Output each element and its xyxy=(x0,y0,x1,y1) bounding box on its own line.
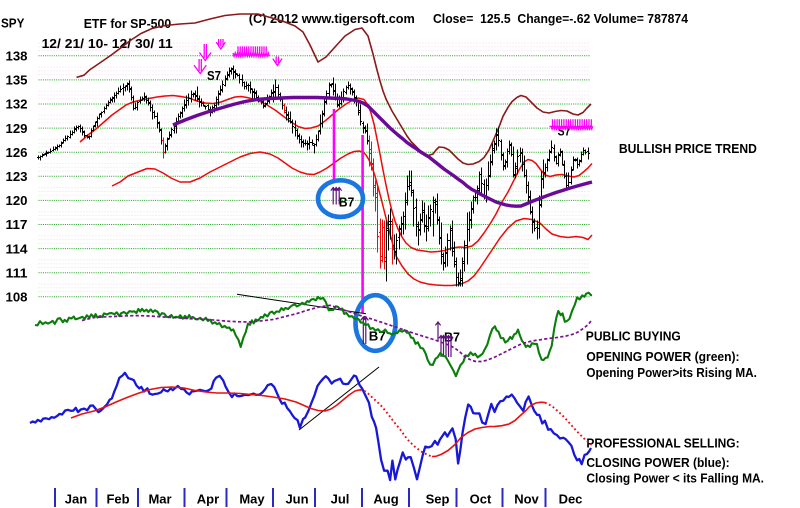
svg-text:120: 120 xyxy=(6,193,28,208)
svg-text:B7: B7 xyxy=(339,195,354,210)
svg-text:Sep: Sep xyxy=(426,492,450,507)
svg-text:126: 126 xyxy=(6,145,28,160)
svg-text:111: 111 xyxy=(6,265,28,280)
svg-text:Aug: Aug xyxy=(373,492,398,507)
svg-text:May: May xyxy=(239,492,265,507)
svg-text:129: 129 xyxy=(6,121,28,136)
svg-text:CLOSING POWER (blue):: CLOSING POWER (blue): xyxy=(586,455,729,470)
svg-text:12/ 21/ 10- 12/ 30/ 11: 12/ 21/ 10- 12/ 30/ 11 xyxy=(42,36,173,51)
svg-text:OPENING POWER (green):: OPENING POWER (green): xyxy=(586,349,739,364)
svg-text:123: 123 xyxy=(6,169,28,184)
svg-text:Jun: Jun xyxy=(285,492,308,507)
svg-text:PROFESSIONAL SELLING:: PROFESSIONAL SELLING: xyxy=(586,435,739,450)
svg-text:132: 132 xyxy=(6,97,28,112)
svg-text:Apr: Apr xyxy=(197,492,219,507)
svg-text:S7: S7 xyxy=(207,68,221,83)
svg-text:(C) 2012 www.tigersoft.com: (C) 2012 www.tigersoft.com xyxy=(249,11,415,26)
svg-text:Closing Power < its Falling MA: Closing Power < its Falling MA. xyxy=(586,471,764,486)
svg-text:Dec: Dec xyxy=(559,492,583,507)
svg-text:BULLISH PRICE TREND: BULLISH PRICE TREND xyxy=(619,141,757,156)
svg-text:Jan: Jan xyxy=(65,492,87,507)
svg-text:PUBLIC BUYING: PUBLIC BUYING xyxy=(586,329,681,344)
svg-text:Mar: Mar xyxy=(148,492,171,507)
svg-text:117: 117 xyxy=(6,217,28,232)
svg-text:Opening Power>its Rising MA.: Opening Power>its Rising MA. xyxy=(586,365,757,380)
svg-text:ETF for SP-500: ETF for SP-500 xyxy=(84,16,172,31)
svg-text:Feb: Feb xyxy=(106,492,129,507)
svg-text:Nov: Nov xyxy=(514,492,539,507)
svg-text:SPY: SPY xyxy=(1,15,25,30)
svg-text:114: 114 xyxy=(6,241,29,256)
svg-text:Jul: Jul xyxy=(331,492,350,507)
svg-text:138: 138 xyxy=(6,49,28,64)
svg-text:108: 108 xyxy=(6,290,28,305)
svg-text:Close= 125.5 Change=-.62 Vol: Close= 125.5 Change=-.62 Volume= 787874 xyxy=(433,11,689,26)
svg-text:135: 135 xyxy=(6,73,28,88)
svg-text:Oct: Oct xyxy=(470,492,492,507)
